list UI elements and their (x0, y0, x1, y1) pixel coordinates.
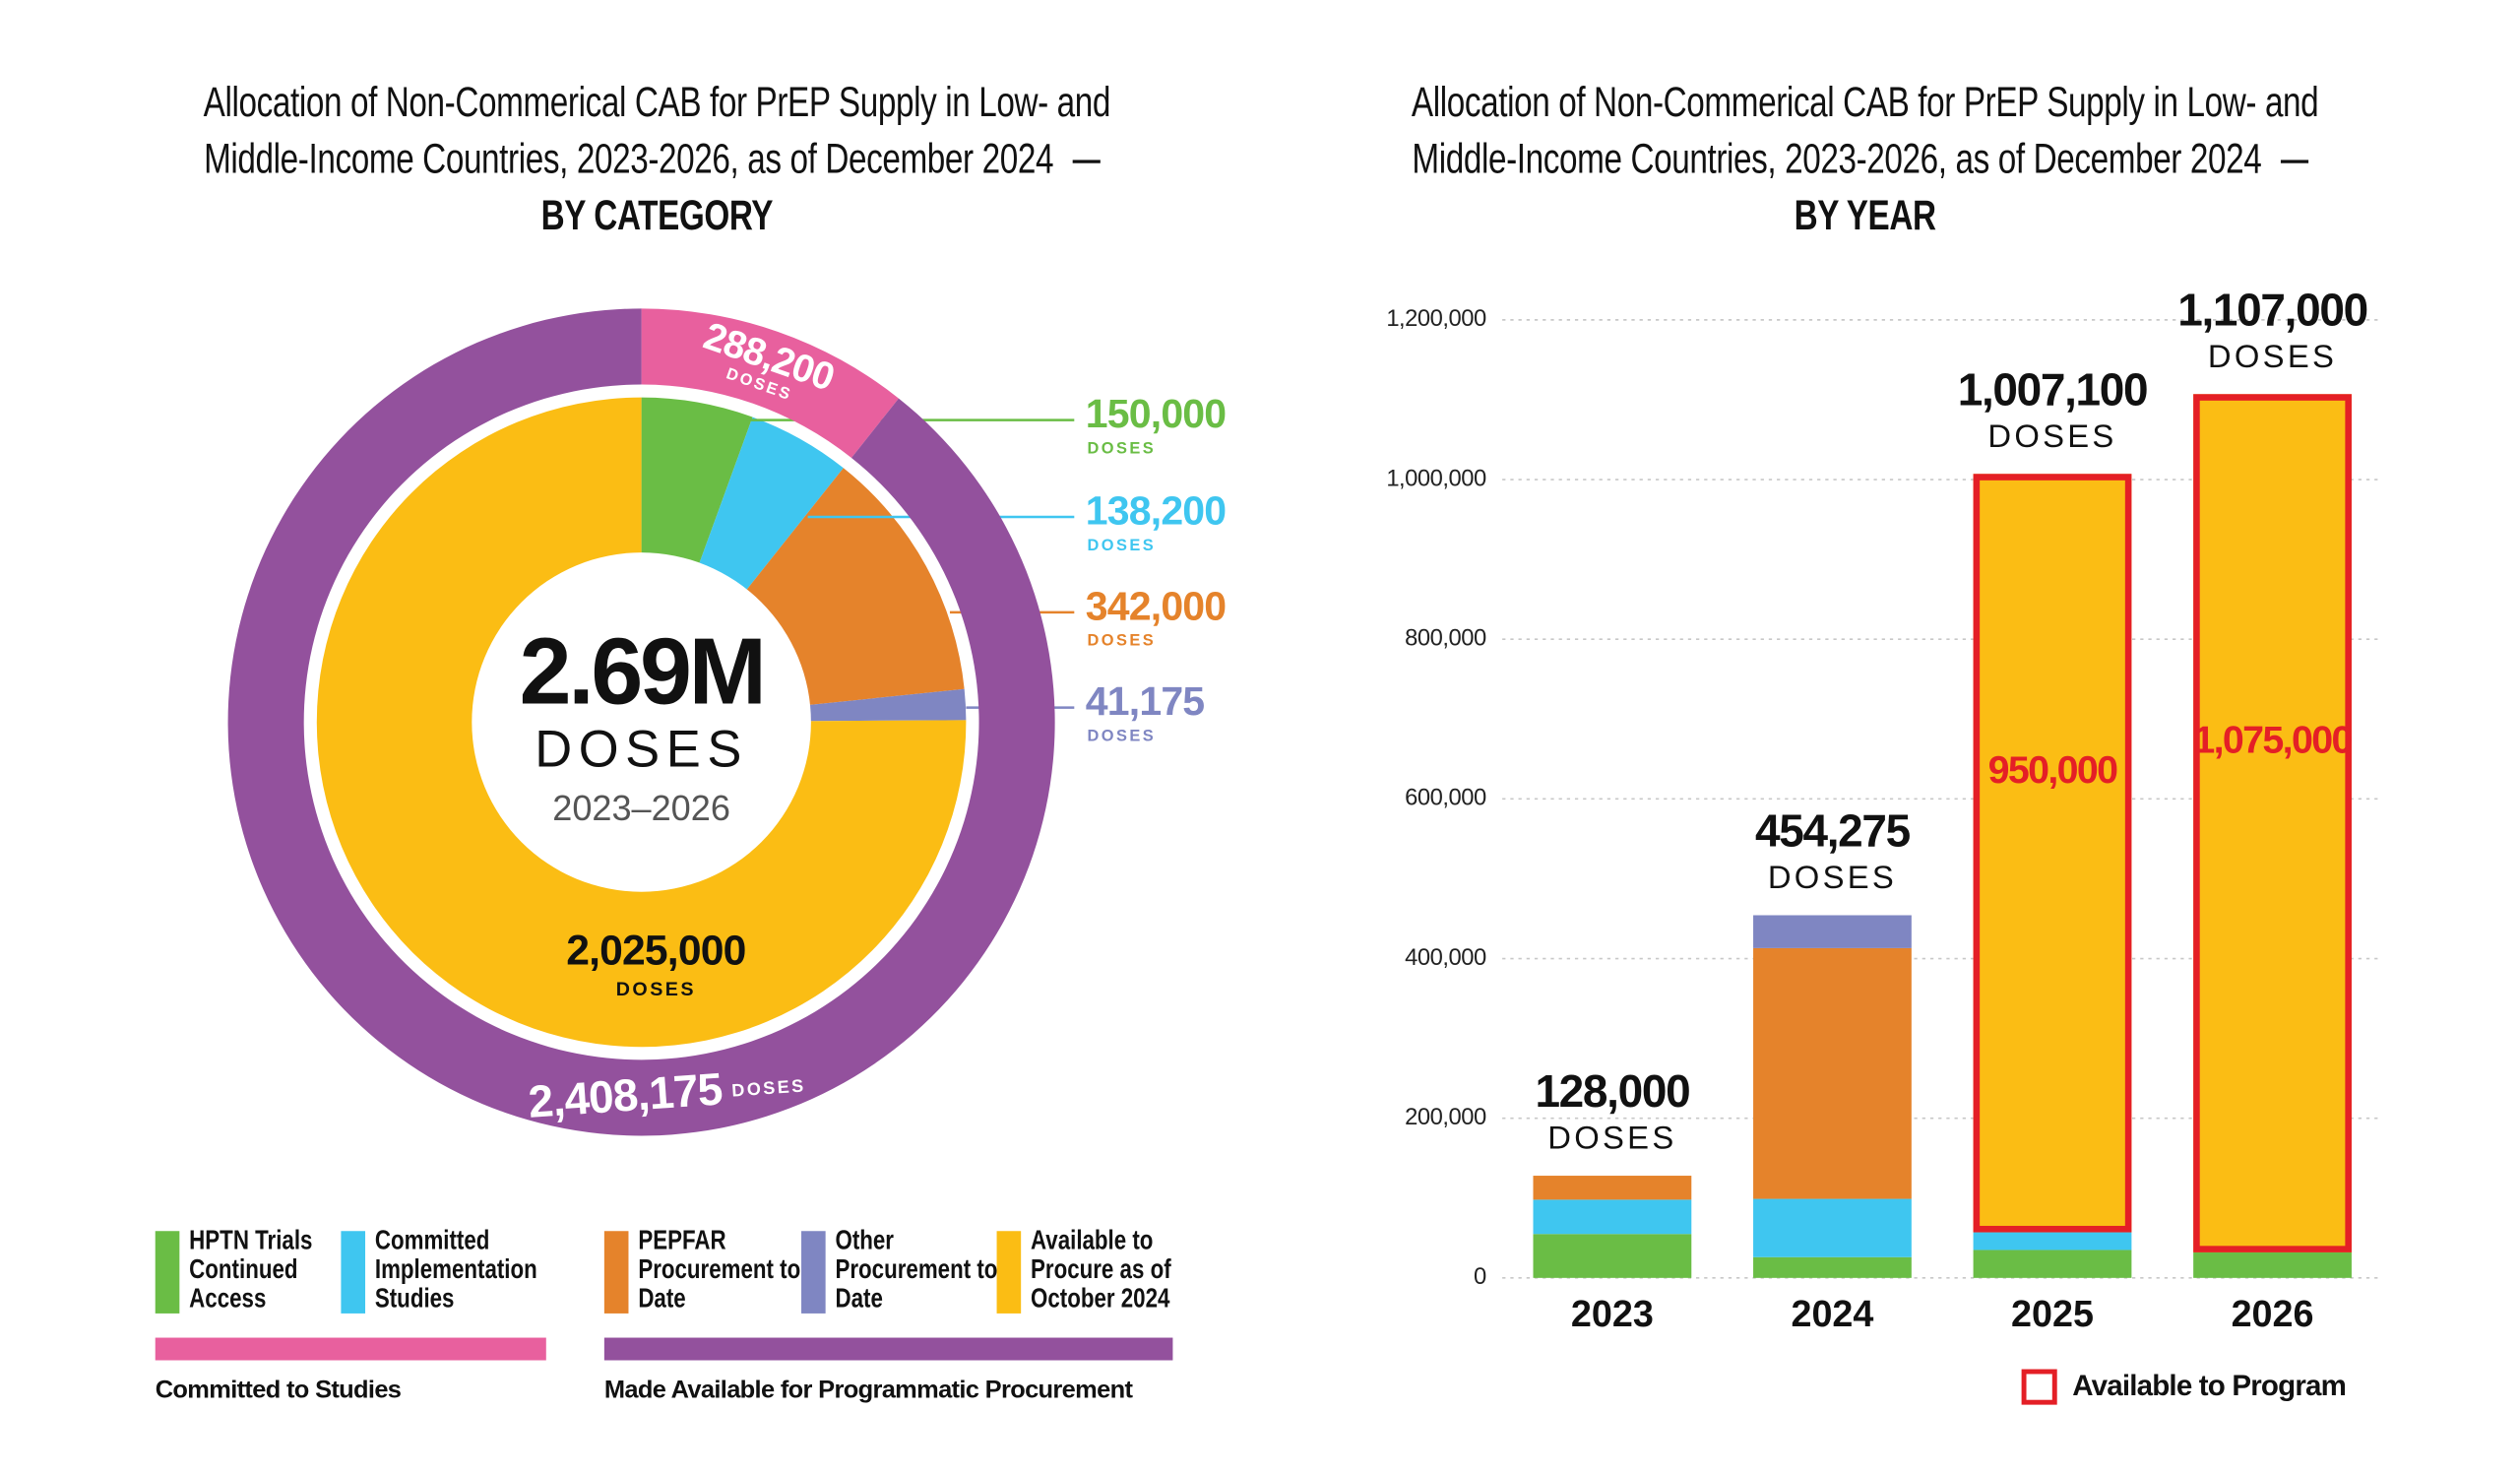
bar-segment (1753, 915, 1912, 948)
x-tick-label: 2023 (1571, 1293, 1654, 1334)
segment-value-label: 1,075,000 (2193, 718, 2352, 761)
slice-unit: DOSES (1087, 728, 1156, 745)
group-bar (155, 1337, 546, 1361)
legend-label-box: Other Procurement to Date (835, 1226, 998, 1314)
slice-value-label: 2,025,000 (566, 927, 745, 974)
title-dash (2280, 160, 2308, 163)
total-label: 1,107,000 (2177, 284, 2367, 335)
bar-segment (1753, 1256, 1912, 1278)
title-emphasis: BY YEAR (1794, 190, 1936, 239)
slice-unit: DOSES (616, 979, 696, 1000)
chart-title-box: Allocation of Non-Commerical CAB for PrE… (1399, 74, 2331, 243)
bar-segment (1533, 1176, 1692, 1200)
total-unit: DOSES (1987, 417, 2116, 454)
chart-title: Allocation of Non-Commerical CAB for PrE… (1399, 74, 2331, 243)
chart-title-box: Allocation of Non-Commerical CAB for PrE… (191, 74, 1123, 243)
slice-value-label: 41,175 (1086, 678, 1204, 724)
title-text: Allocation of Non-Commerical CAB for PrE… (1411, 77, 2319, 183)
slice-value-label: 150,000 (1086, 391, 1226, 436)
y-tick-label: 200,000 (1405, 1104, 1486, 1130)
bar-segment (2193, 1251, 2352, 1278)
legend-label: Committed Implementation Studies (374, 1226, 537, 1314)
group-label: Committed to Studies (156, 1376, 402, 1403)
bar-segment (1533, 1234, 1692, 1278)
center-total: 2.69M (520, 619, 764, 724)
legend-label-box: Available to Procure as of October 2024 (1031, 1226, 1171, 1314)
legend-swatch (603, 1231, 629, 1314)
legend-label-box: PEPFAR Procurement to Date (638, 1226, 801, 1314)
group-label: Made Available for Programmatic Procurem… (604, 1376, 1134, 1403)
total-label: 1,007,100 (1958, 363, 2148, 415)
x-tick-label: 2025 (2011, 1293, 2094, 1334)
total-unit: DOSES (1547, 1120, 1676, 1156)
segment-value-label: 950,000 (1988, 748, 2118, 792)
title-emphasis: BY CATEGORY (540, 190, 774, 239)
bar-segment (1753, 1198, 1912, 1257)
bar-segment (2193, 394, 2352, 1252)
legend-label: Available to Procure as of October 2024 (1031, 1226, 1171, 1314)
total-label: 128,000 (1535, 1065, 1689, 1117)
y-tick-label: 400,000 (1405, 944, 1486, 971)
slice-value-label: 138,200 (1086, 488, 1226, 534)
chart-title: Allocation of Non-Commerical CAB for PrE… (191, 74, 1123, 243)
bar-segment (1973, 1250, 2132, 1278)
y-tick-label: 1,200,000 (1386, 305, 1486, 332)
y-tick-label: 0 (1474, 1263, 1486, 1290)
legend-swatch (996, 1231, 1022, 1314)
legend-swatch (801, 1231, 826, 1314)
legend-label: PEPFAR Procurement to Date (638, 1226, 801, 1314)
center-unit: DOSES (535, 720, 748, 778)
total-unit: DOSES (2208, 338, 2337, 374)
slice-value-label: 342,000 (1086, 583, 1226, 628)
donut-slice (316, 397, 967, 1048)
legend-label: Available to Program (2072, 1370, 2346, 1402)
legend-swatch (341, 1231, 366, 1314)
center-period: 2023–2026 (552, 788, 730, 828)
y-tick-label: 600,000 (1405, 785, 1486, 811)
legend-label: HPTN Trials Continued Access (189, 1226, 313, 1314)
bar-segment (1973, 1232, 2132, 1251)
bar-segment (1753, 947, 1912, 1199)
slice-unit: DOSES (1087, 537, 1156, 554)
legend-outline-swatch (2021, 1369, 2057, 1405)
bar-outline (2193, 394, 2352, 1252)
donut-hole (472, 552, 811, 892)
x-tick-label: 2024 (1791, 1293, 1873, 1334)
legend-swatch (155, 1231, 180, 1314)
y-tick-label: 800,000 (1405, 624, 1486, 651)
total-label: 454,275 (1755, 805, 1911, 857)
title-dash (1072, 160, 1101, 163)
group-bar (603, 1337, 1173, 1361)
legend-label-box: Committed Implementation Studies (374, 1226, 537, 1314)
y-tick-label: 1,000,000 (1386, 465, 1486, 491)
title-text: Allocation of Non-Commerical CAB for PrE… (203, 77, 1111, 183)
bar-segment (1533, 1199, 1692, 1235)
x-tick-label: 2026 (2232, 1293, 2314, 1334)
legend-label-box: HPTN Trials Continued Access (189, 1226, 313, 1314)
total-unit: DOSES (1768, 859, 1897, 895)
bar-segment (1973, 474, 2132, 1233)
bar-outline (1973, 474, 2132, 1233)
legend-label: Other Procurement to Date (835, 1226, 998, 1314)
slice-unit: DOSES (1087, 632, 1156, 650)
slice-unit: DOSES (1087, 439, 1156, 457)
outer-ring-segment (641, 308, 899, 458)
